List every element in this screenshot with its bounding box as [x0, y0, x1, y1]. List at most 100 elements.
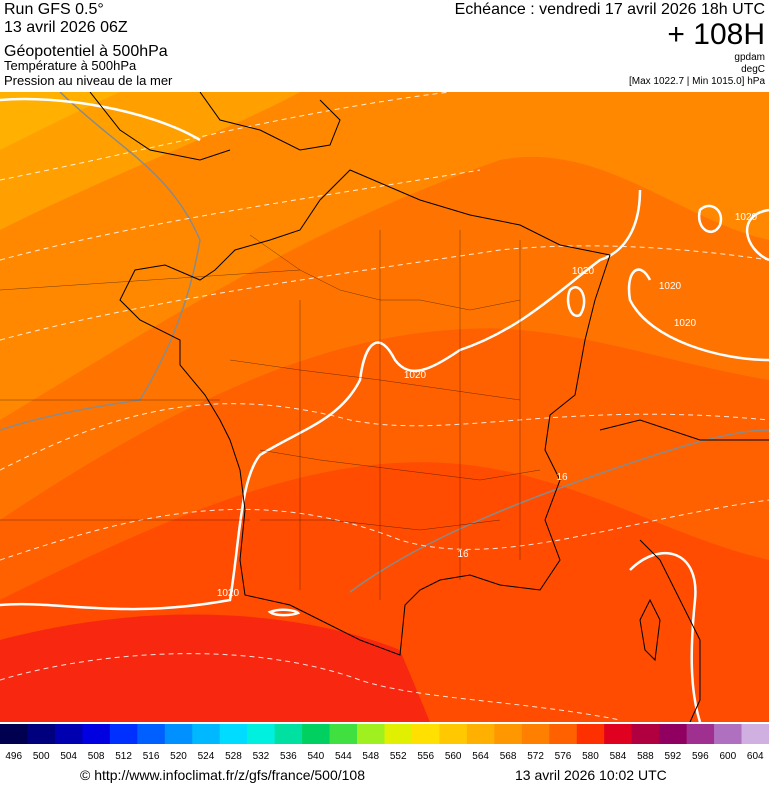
colorbar-label: 548 [362, 751, 379, 762]
map-title: Géopotentiel à 500hPa [4, 43, 168, 60]
field [0, 614, 430, 722]
contour-label: 1020 [404, 370, 427, 381]
timestamp: 13 avril 2026 10:02 UTC [515, 767, 667, 783]
colorbar-label: 540 [307, 751, 324, 762]
colorbar-label: 512 [115, 751, 132, 762]
pressure-contour [0, 97, 201, 142]
colorbar-swatch [741, 724, 769, 744]
source-url: © http://www.infoclimat.fr/z/gfs/france/… [80, 767, 365, 783]
colorbar-swatch [219, 724, 248, 744]
colorbar-swatch [521, 724, 550, 744]
corsica [639, 598, 661, 662]
lead-time: + 108H [667, 18, 765, 51]
colorbar-label: 528 [225, 751, 242, 762]
colorbar-swatch [329, 724, 358, 744]
colorbar-label: 592 [665, 751, 682, 762]
france-outline [119, 169, 611, 656]
colorbar-swatch [604, 724, 633, 744]
contour-label: 1020 [659, 281, 682, 292]
gp-contour [349, 429, 769, 593]
subtitle: Température à 500hPa [4, 58, 137, 73]
colorbar-label: 496 [5, 751, 22, 762]
colorbar-label: 580 [582, 751, 599, 762]
colorbar-swatch [411, 724, 440, 744]
header: Run GFS 0.5° 13 avril 2026 06Z Géopotent… [4, 1, 765, 88]
pressure-contour [627, 208, 769, 362]
colorbar-label: 504 [60, 751, 77, 762]
contour-label: 1020 [572, 266, 595, 277]
contour-label: 16 [457, 549, 469, 560]
colorbar-swatch [192, 724, 221, 744]
coastline [89, 92, 341, 161]
temp-contour [0, 499, 769, 561]
pressure-contour [566, 286, 586, 317]
field [0, 92, 300, 230]
temp-contour [0, 653, 621, 721]
colorbar-swatch [659, 724, 688, 744]
colorbar-label: 544 [335, 751, 352, 762]
pressure-contour [629, 552, 702, 722]
colorbar-label: 564 [472, 751, 489, 762]
departments [229, 230, 541, 600]
colorbar-label: 600 [719, 751, 736, 762]
temp-contour [0, 245, 769, 341]
colorbar-label: 604 [747, 751, 764, 762]
pressure-range: [Max 1022.7 | Min 1015.0] hPa [629, 76, 765, 87]
contour-label: 1020 [217, 588, 240, 599]
colorbar-swatch [494, 724, 523, 744]
colorbar-label: 516 [143, 751, 160, 762]
colorbar-label: 500 [33, 751, 50, 762]
coastline [599, 419, 769, 722]
run-date: 13 avril 2026 06Z [4, 19, 128, 36]
colorbar-label: 556 [417, 751, 434, 762]
temp-contour [0, 403, 769, 471]
colorbar-label: 520 [170, 751, 187, 762]
colorbar-label: 536 [280, 751, 297, 762]
colorbar-swatch [82, 724, 111, 744]
colorbar-label: 552 [390, 751, 407, 762]
unit: gpdam [734, 52, 765, 63]
colorbar-swatch [384, 724, 413, 744]
pressure-contour [267, 608, 301, 617]
colorbar-label: 576 [555, 751, 572, 762]
colorbar-label: 588 [637, 751, 654, 762]
map: 1020 1020 1020 1020 1020 1020 16 16 [0, 92, 769, 722]
colorbar-label: 572 [527, 751, 544, 762]
echeance: Echéance : vendredi 17 avril 2026 18h UT… [455, 1, 765, 18]
colorbar-label: 568 [500, 751, 517, 762]
footer: © http://www.infoclimat.fr/z/gfs/france/… [80, 767, 667, 783]
colorbar-label: 524 [198, 751, 215, 762]
field [0, 92, 120, 150]
colorbar-swatch [357, 724, 385, 744]
colorbar-swatch [27, 724, 56, 744]
colorbar-swatch [466, 724, 495, 744]
colorbar-label: 560 [445, 751, 462, 762]
colorbar-swatch [714, 724, 743, 744]
colorbar-swatch [631, 724, 660, 744]
contour-label: 1020 [674, 318, 697, 329]
colorbar-label: 532 [253, 751, 270, 762]
colorbar-swatch [576, 724, 605, 744]
pressure-contour [697, 204, 723, 233]
contour-label: 16 [556, 472, 568, 483]
gp-contour [0, 92, 201, 431]
colorbar-swatch [549, 724, 578, 744]
temp-contour [0, 92, 451, 181]
colorbar-swatch [686, 724, 715, 744]
colorbar-swatch [439, 724, 468, 744]
colorbar-label: 508 [88, 751, 105, 762]
colorbar-swatch [109, 724, 138, 744]
colorbar-swatch [137, 724, 166, 744]
coords [0, 269, 301, 521]
colorbar-swatch [0, 724, 28, 744]
temp-contour [0, 169, 481, 261]
colorbar: 496 500 504 508 512 516 520 524 528 532 536 540 544 5… [0, 724, 769, 762]
colorbar-swatch [247, 724, 276, 744]
pressure-contour [0, 189, 642, 611]
colorbar-swatch [164, 724, 193, 744]
colorbar-label: 584 [610, 751, 627, 762]
contour-label: 1020 [735, 212, 758, 223]
colorbar-swatch [274, 724, 303, 744]
run: Run GFS 0.5° [4, 1, 104, 18]
